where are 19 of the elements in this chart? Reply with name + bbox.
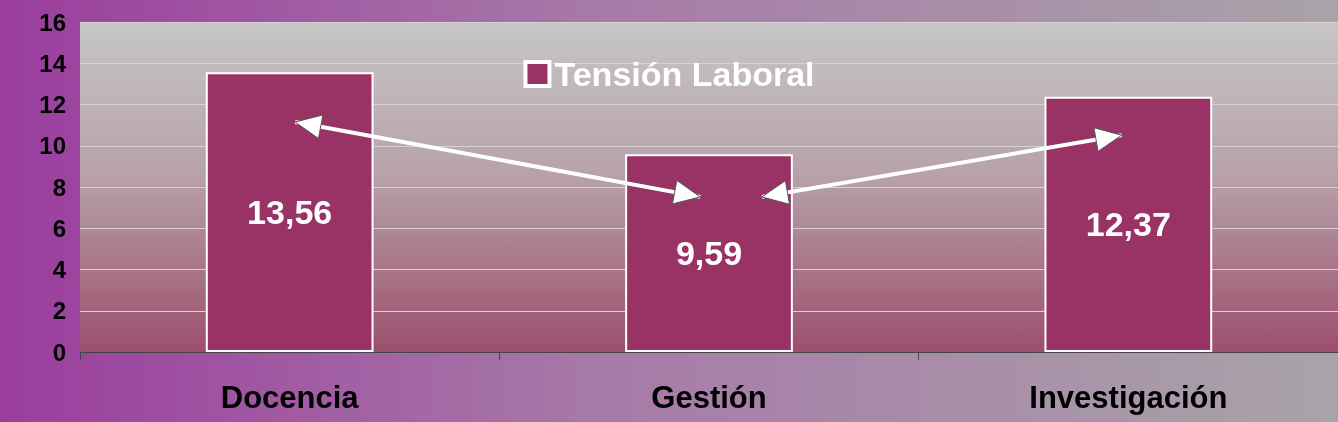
- y-tick-label: 6: [52, 214, 66, 242]
- y-tick-label: 4: [52, 256, 67, 283]
- data-label: 9,59: [675, 234, 743, 273]
- legend-label: Tensión Laboral: [554, 55, 815, 93]
- x-tick-label: Gestión: [651, 380, 767, 415]
- bar: [1044, 96, 1213, 352]
- data-label: 12,37: [1085, 205, 1171, 244]
- bar: [625, 154, 793, 352]
- y-tick-label: 14: [39, 49, 67, 77]
- bar: [205, 72, 374, 352]
- data-label: 13,56: [247, 193, 333, 232]
- y-tick-label: 0: [52, 338, 66, 366]
- y-tick-label: 16: [39, 8, 66, 36]
- x-tick-label: Investigación: [1029, 380, 1228, 415]
- x-tick-label: Docencia: [220, 380, 360, 415]
- y-tick-label: 8: [52, 173, 66, 201]
- y-tick-label: 12: [39, 91, 66, 118]
- y-tick-label: 2: [52, 297, 66, 325]
- y-tick-label: 10: [39, 132, 66, 160]
